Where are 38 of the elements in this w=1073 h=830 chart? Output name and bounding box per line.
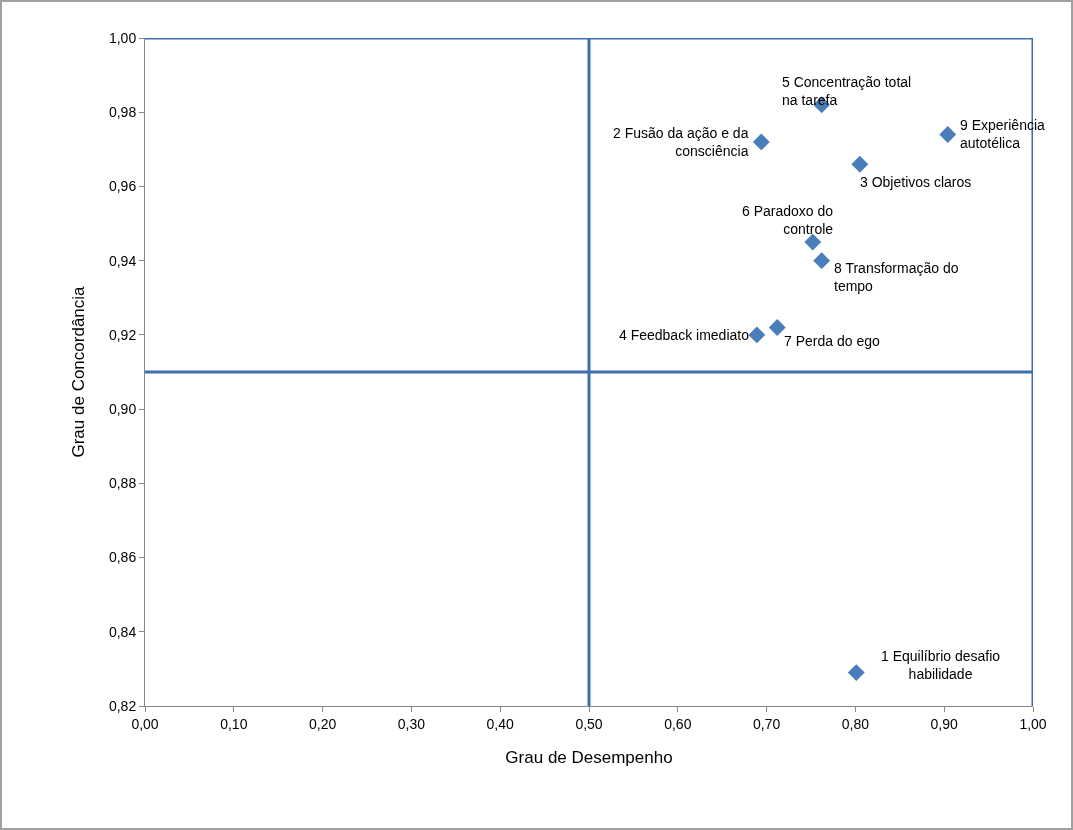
x-tick-label: 0,30	[397, 715, 426, 732]
point	[939, 126, 957, 143]
y-tick-label: 0,96	[108, 178, 137, 195]
annotation: 8 Transformação do tempo	[834, 260, 959, 295]
x-tick-label: 0,70	[752, 715, 781, 732]
point	[804, 233, 822, 251]
annotation: 3 Objetivos claros	[860, 174, 972, 190]
y-tick-label: 0,86	[108, 549, 137, 566]
point	[748, 326, 766, 344]
x-tick-label: 0,60	[664, 715, 692, 732]
y-tick-label: 0,94	[108, 252, 137, 269]
y-tick-label: 0,90	[108, 401, 137, 418]
x-tick-label: 0,10	[220, 715, 248, 732]
point	[752, 133, 770, 151]
y-tick-label: 0,98	[108, 104, 137, 121]
y-tick-label: 0,84	[108, 623, 137, 640]
point	[847, 664, 865, 682]
y-tick-label: 0,82	[108, 697, 137, 714]
annotation: 6 Paradoxo do controle	[742, 203, 834, 238]
x-tick-label: 0,90	[930, 715, 959, 732]
x-tick-label: 1,00	[1019, 715, 1047, 732]
y-tick-label: 1,00	[108, 29, 137, 46]
point	[813, 252, 831, 270]
point	[768, 319, 786, 336]
annotation: 7 Perda do ego	[784, 333, 880, 349]
x-tick-label: 0,00	[131, 715, 159, 732]
point	[851, 155, 869, 173]
x-tick-label: 0,20	[308, 715, 337, 732]
annotation: 2 Fusão da ação e da consciência	[613, 125, 749, 160]
annotation: 1 Equilíbrio desafio habilidade	[881, 648, 1001, 683]
x-tick-label: 0,50	[575, 715, 603, 732]
x-tick-label: 0,40	[486, 715, 515, 732]
y-tick-label: 0,88	[108, 475, 137, 492]
annotation: 4 Feedback imediato	[619, 327, 750, 343]
x-tick-label: 0,80	[841, 715, 870, 732]
y-axis-title: Grau de Concordância	[68, 285, 88, 458]
x-axis-title: Grau de Desempenho	[505, 748, 673, 768]
y-tick-label: 0,92	[108, 326, 137, 343]
